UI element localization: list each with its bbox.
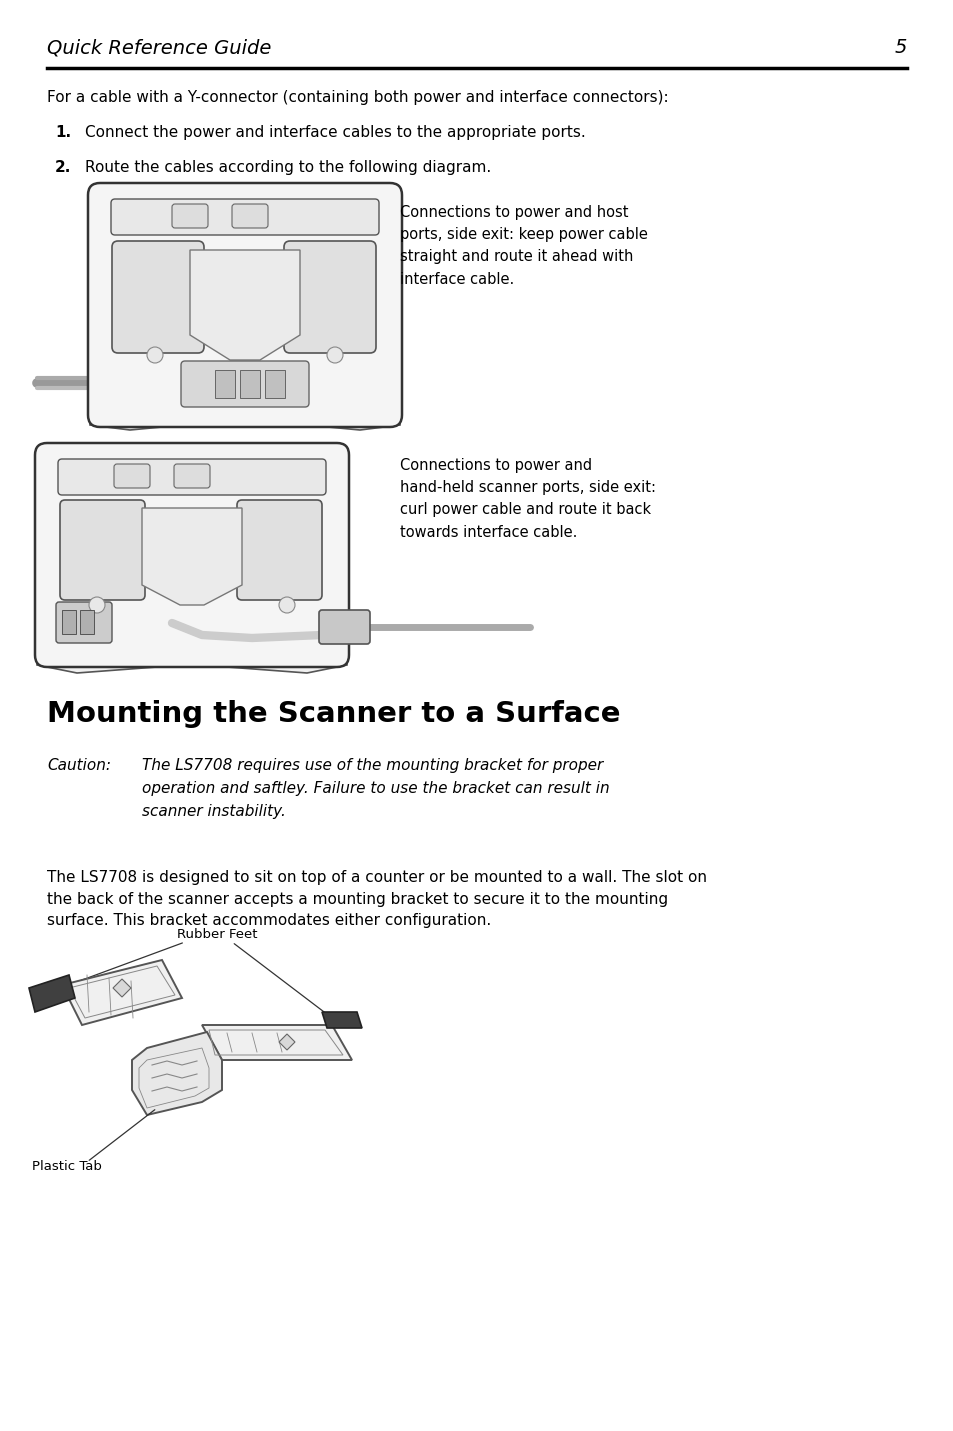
Text: For a cable with a Y-connector (containing both power and interface connectors):: For a cable with a Y-connector (containi… [47, 90, 668, 104]
FancyBboxPatch shape [56, 602, 112, 643]
Polygon shape [142, 508, 242, 605]
FancyBboxPatch shape [58, 459, 326, 495]
Text: The LS7708 requires use of the mounting bracket for proper
operation and saftley: The LS7708 requires use of the mounting … [142, 758, 609, 819]
FancyBboxPatch shape [111, 199, 378, 235]
Polygon shape [322, 1012, 361, 1027]
Text: Mounting the Scanner to a Surface: Mounting the Scanner to a Surface [47, 700, 619, 728]
FancyBboxPatch shape [232, 205, 268, 228]
Text: Caution:: Caution: [47, 758, 111, 773]
FancyBboxPatch shape [35, 444, 349, 667]
Polygon shape [90, 391, 399, 429]
Text: The LS7708 is designed to sit on top of a counter or be mounted to a wall. The s: The LS7708 is designed to sit on top of … [47, 870, 706, 929]
Text: Plastic Tab: Plastic Tab [32, 1161, 102, 1173]
Polygon shape [202, 1025, 352, 1060]
FancyBboxPatch shape [173, 464, 210, 488]
FancyBboxPatch shape [112, 240, 204, 353]
Text: Connect the power and interface cables to the appropriate ports.: Connect the power and interface cables t… [85, 124, 585, 140]
Text: Connections to power and host
ports, side exit: keep power cable
straight and ro: Connections to power and host ports, sid… [399, 205, 647, 286]
FancyBboxPatch shape [113, 464, 150, 488]
Bar [214, 371, 234, 398]
Bar [62, 610, 76, 634]
Bar [265, 371, 285, 398]
Polygon shape [132, 1032, 222, 1115]
Polygon shape [112, 979, 131, 997]
FancyBboxPatch shape [236, 499, 322, 600]
FancyBboxPatch shape [318, 610, 370, 644]
Bar [80, 610, 94, 634]
FancyBboxPatch shape [172, 205, 208, 228]
FancyBboxPatch shape [60, 499, 145, 600]
Circle shape [89, 597, 105, 612]
Polygon shape [62, 960, 182, 1025]
FancyBboxPatch shape [88, 183, 401, 426]
Text: 2.: 2. [55, 160, 71, 175]
Text: 1.: 1. [55, 124, 71, 140]
FancyBboxPatch shape [181, 361, 309, 406]
Polygon shape [29, 975, 75, 1012]
Circle shape [327, 346, 343, 363]
FancyBboxPatch shape [284, 240, 375, 353]
Text: Quick Reference Guide: Quick Reference Guide [47, 39, 271, 57]
Bar [240, 371, 260, 398]
Polygon shape [37, 630, 347, 673]
Polygon shape [278, 1035, 294, 1050]
Polygon shape [190, 250, 299, 361]
Text: Connections to power and
hand-held scanner ports, side exit:
curl power cable an: Connections to power and hand-held scann… [399, 458, 656, 539]
Circle shape [278, 597, 294, 612]
Text: Rubber Feet: Rubber Feet [177, 927, 257, 942]
Text: Route the cables according to the following diagram.: Route the cables according to the follow… [85, 160, 491, 175]
Text: 5: 5 [894, 39, 906, 57]
Circle shape [147, 346, 163, 363]
